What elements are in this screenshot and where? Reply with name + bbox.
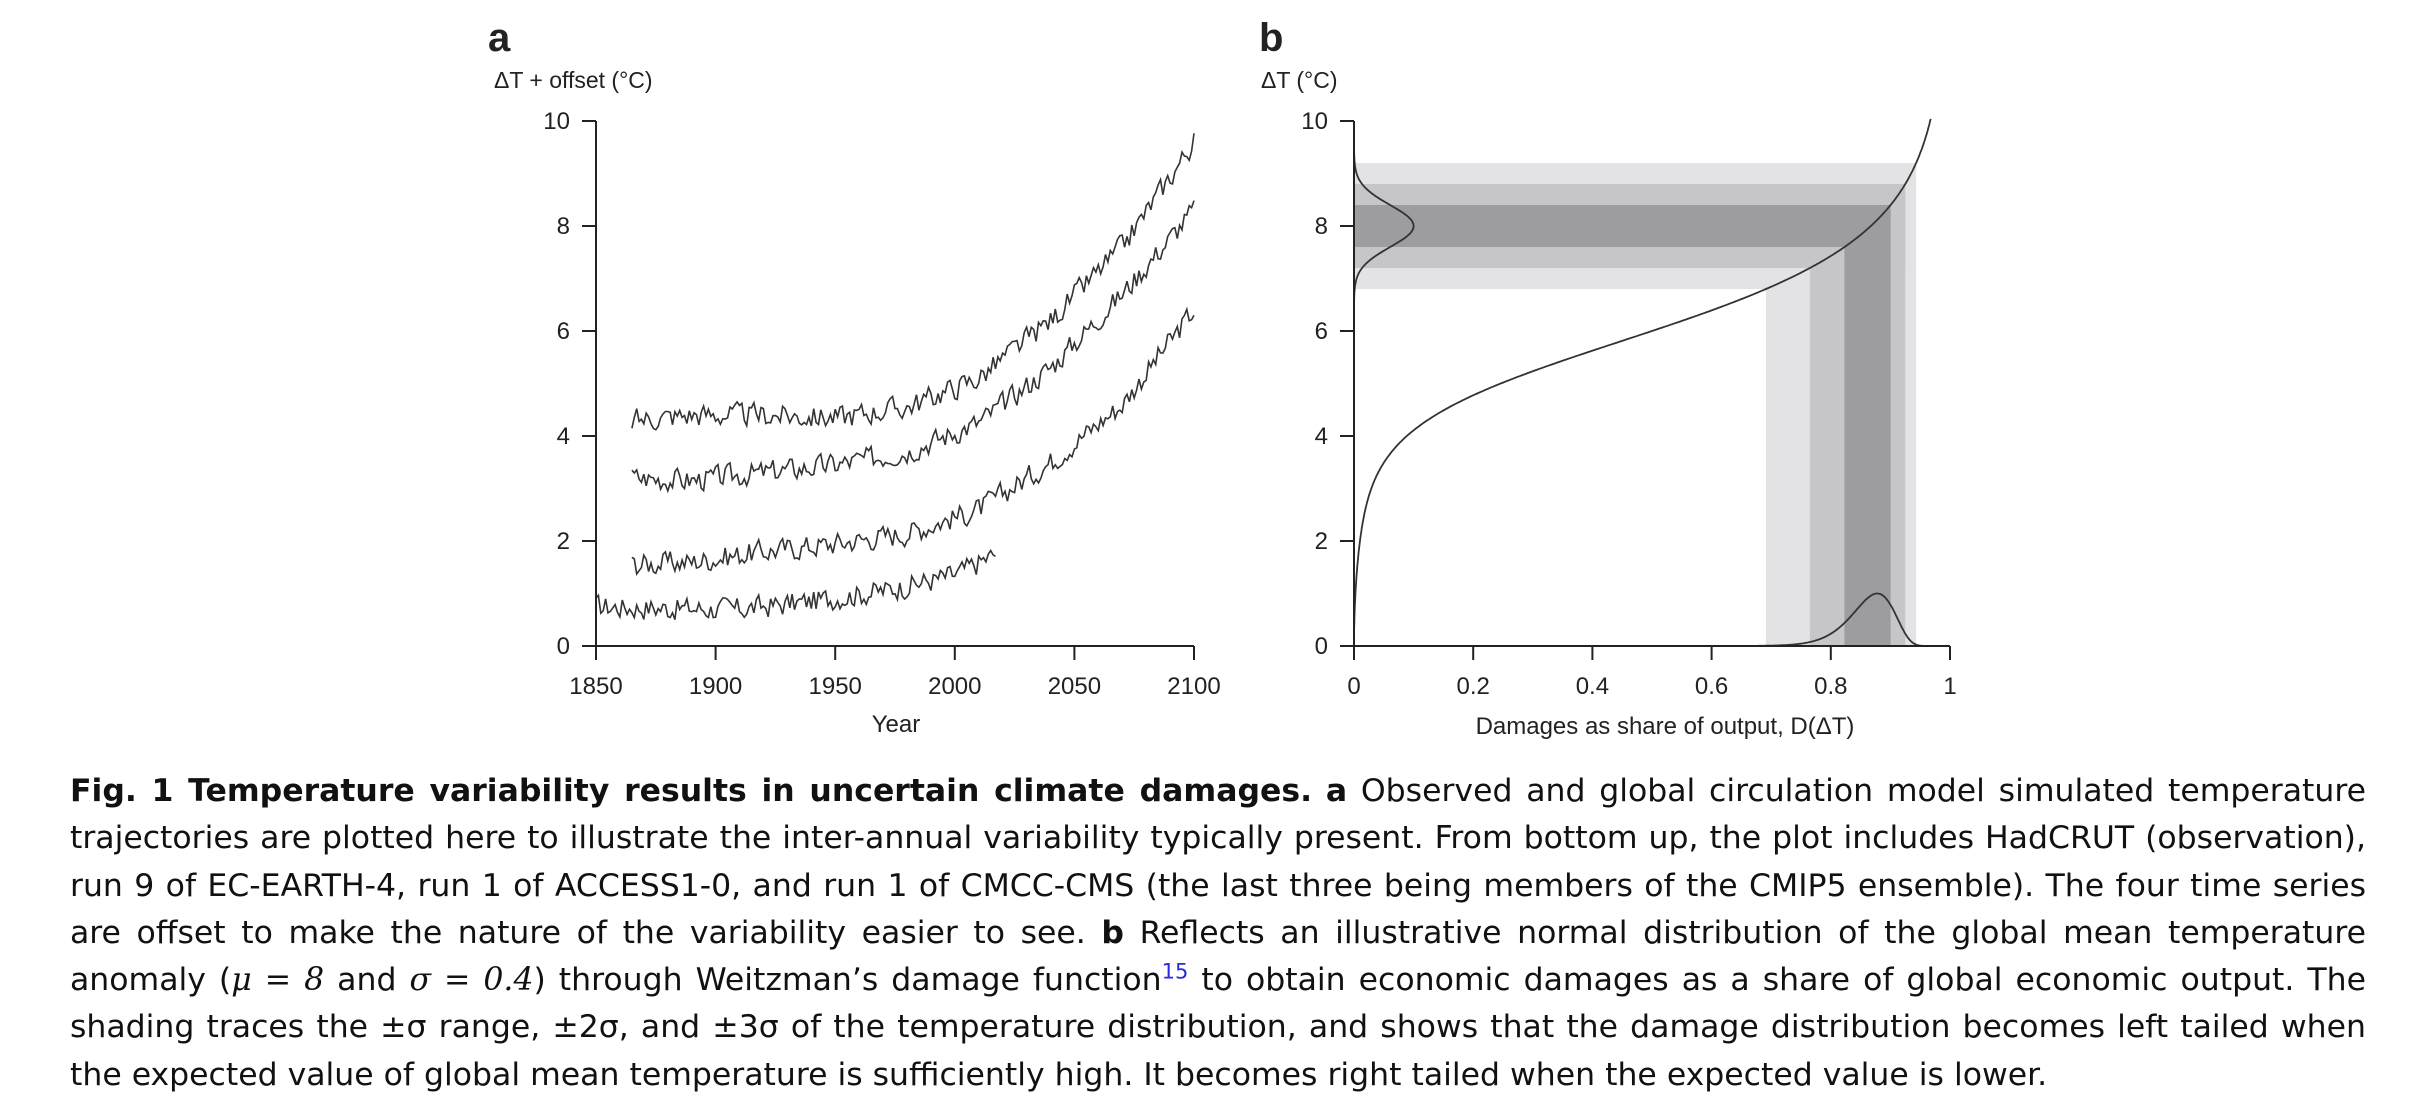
a-ytick-label: 8 (557, 213, 570, 240)
panel-a-x-ticks: 1850 1900 1950 2000 2050 2100 (569, 646, 1221, 700)
panel-a-ylabel: ΔT + offset (°C) (494, 67, 653, 93)
panel-b-xlabel: Damages as share of output, D(ΔT) (1476, 713, 1855, 740)
caption-b-text-2: ) through Weitzman’s damage function (533, 962, 1162, 999)
sigma-band-horizontal (1354, 205, 1891, 247)
a-xtick-label: 2050 (1048, 673, 1101, 700)
a-xtick-label: 2000 (928, 673, 981, 700)
caption-sigma: σ = 0.4 (409, 962, 534, 999)
panel-b-letter: b (1259, 16, 1283, 60)
b-xtick-label: 1 (1943, 673, 1956, 700)
caption-a-label: a (1325, 773, 1348, 809)
b-xtick-label: 0 (1347, 673, 1360, 700)
a-ytick-label: 0 (557, 633, 570, 660)
a-xtick-label: 1950 (809, 673, 862, 700)
a-ytick-label: 6 (557, 318, 570, 345)
b-ytick-label: 6 (1315, 318, 1328, 345)
b-ytick-label: 8 (1315, 213, 1328, 240)
b-ytick-label: 0 (1315, 633, 1328, 660)
a-xtick-label: 1850 (569, 673, 622, 700)
sigma-band-vertical (1844, 205, 1891, 646)
temperature-series-line (631, 306, 1195, 577)
temperature-series-line (631, 200, 1195, 494)
b-xtick-label: 0.8 (1814, 673, 1847, 700)
panel-b-y-ticks: 0 2 4 6 8 10 (1301, 108, 1354, 660)
a-xtick-label: 1900 (689, 673, 742, 700)
a-xtick-label: 2100 (1167, 673, 1220, 700)
b-xtick-label: 0.2 (1457, 673, 1490, 700)
b-xtick-label: 0.4 (1576, 673, 1609, 700)
a-ytick-label: 10 (543, 108, 570, 135)
panel-a-series (595, 133, 1195, 620)
caption-b-text-3: to obtain economic damages as a share of… (70, 962, 2366, 1093)
b-ytick-label: 10 (1301, 108, 1328, 135)
caption-b-label: b (1101, 914, 1124, 951)
panel-b-x-ticks: 0 0.2 0.4 0.6 0.8 1 (1347, 646, 1957, 700)
b-ytick-label: 2 (1315, 528, 1328, 555)
caption-mu: μ = 8 (231, 962, 325, 999)
panel-a-xlabel: Year (872, 711, 921, 738)
a-ytick-label: 2 (557, 528, 570, 555)
b-ytick-label: 4 (1315, 423, 1328, 450)
panel-a: a ΔT + offset (°C) 0 2 4 6 8 10 1850 (488, 16, 1221, 738)
caption-b-text-1: Reflects an illustrative normal distribu… (70, 914, 2366, 999)
caption-a-text: Observed and global circulation model si… (70, 773, 2367, 951)
figure: a ΔT + offset (°C) 0 2 4 6 8 10 1850 (488, 16, 1957, 740)
figure-caption: Fig. 1 Temperature variability results i… (70, 768, 2366, 1099)
panel-b-ylabel: ΔT (°C) (1261, 67, 1338, 93)
panel-b-shading (1354, 163, 1917, 646)
panel-b: b ΔT (°C) 0 2 4 6 8 10 0 0.2 (1259, 16, 1957, 740)
reference-link[interactable]: 15 (1161, 959, 1189, 984)
damage-function-curve (1353, 118, 1932, 646)
temperature-series-line (631, 133, 1195, 431)
caption-fig-label: Fig. 1 Temperature variability results i… (70, 773, 1313, 809)
caption-and: and (324, 962, 410, 999)
b-xtick-label: 0.6 (1695, 673, 1728, 700)
a-ytick-label: 4 (557, 423, 570, 450)
panel-a-y-ticks: 0 2 4 6 8 10 (543, 108, 596, 660)
temperature-distribution-curve (1353, 142, 1415, 310)
temperature-series-line (595, 548, 996, 620)
panel-a-letter: a (488, 16, 511, 60)
